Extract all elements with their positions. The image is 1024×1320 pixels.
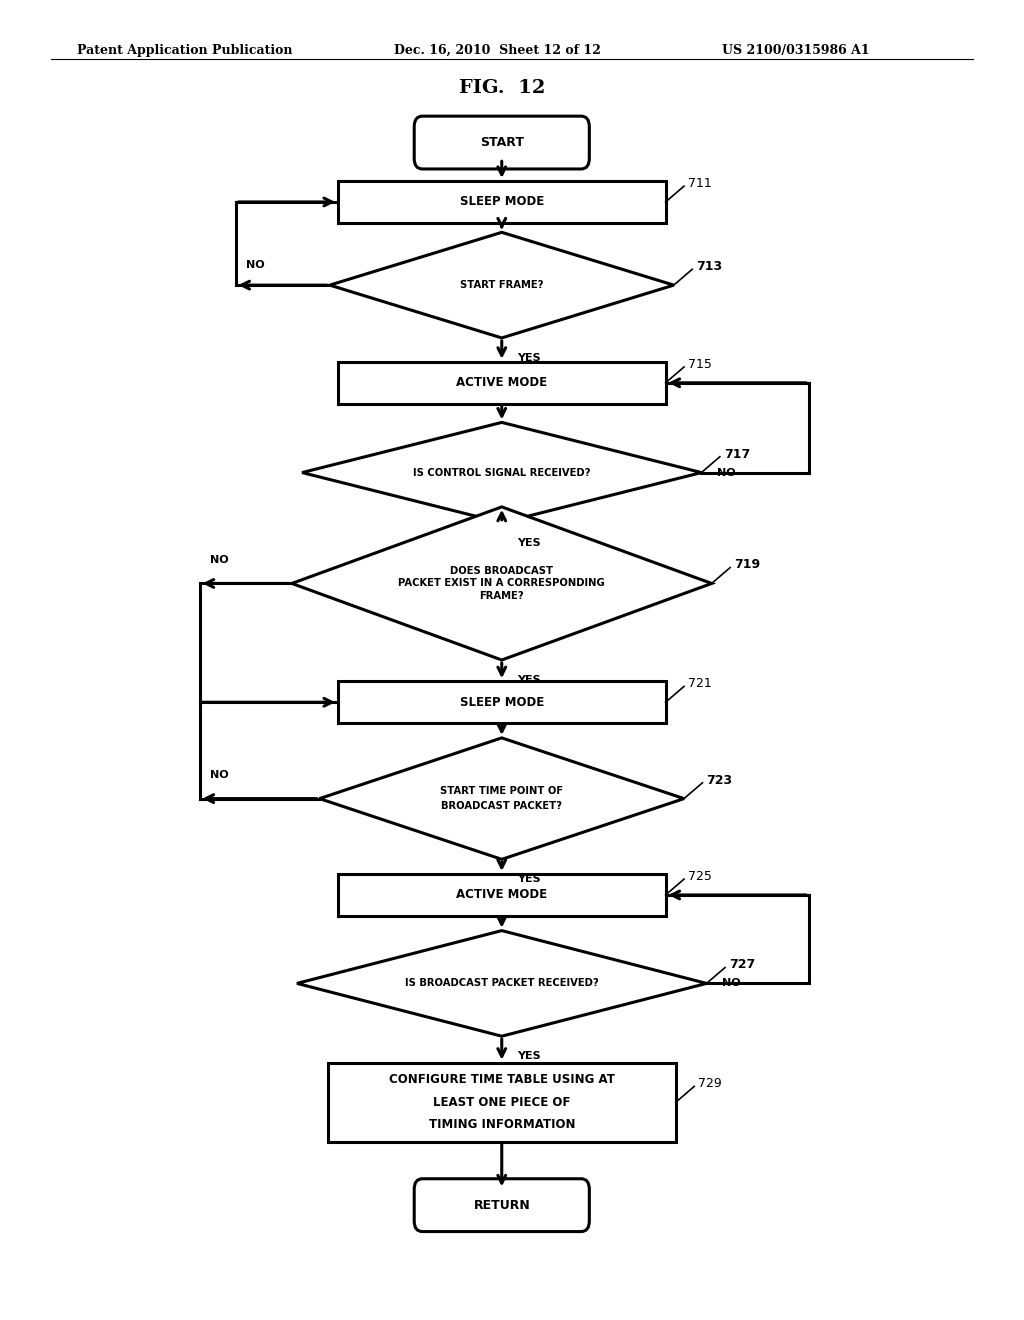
Text: 719: 719	[734, 558, 761, 572]
FancyBboxPatch shape	[414, 116, 589, 169]
Text: 725: 725	[688, 870, 712, 883]
Polygon shape	[330, 232, 674, 338]
Text: 727: 727	[729, 958, 756, 972]
Text: PACKET EXIST IN A CORRESPONDING: PACKET EXIST IN A CORRESPONDING	[398, 578, 605, 589]
Text: START FRAME?: START FRAME?	[460, 280, 544, 290]
Text: YES: YES	[517, 352, 541, 363]
Text: ACTIVE MODE: ACTIVE MODE	[457, 888, 547, 902]
Text: US 2100/0315986 A1: US 2100/0315986 A1	[722, 44, 869, 57]
Text: Patent Application Publication: Patent Application Publication	[77, 44, 292, 57]
Text: NO: NO	[210, 770, 228, 780]
Bar	[338, 681, 666, 723]
Text: FRAME?: FRAME?	[479, 591, 524, 601]
Text: 729: 729	[698, 1077, 722, 1090]
Polygon shape	[297, 931, 707, 1036]
Text: IS CONTROL SIGNAL RECEIVED?: IS CONTROL SIGNAL RECEIVED?	[413, 467, 591, 478]
Text: START TIME POINT OF: START TIME POINT OF	[440, 785, 563, 796]
Text: NO: NO	[246, 260, 264, 271]
Text: FIG.  12: FIG. 12	[459, 79, 545, 98]
Text: NO: NO	[210, 554, 228, 565]
Text: LEAST ONE PIECE OF: LEAST ONE PIECE OF	[433, 1096, 570, 1109]
Text: START: START	[480, 136, 523, 149]
Text: YES: YES	[517, 874, 541, 884]
FancyBboxPatch shape	[414, 1179, 589, 1232]
Text: 715: 715	[688, 358, 712, 371]
Polygon shape	[302, 422, 701, 523]
Text: IS BROADCAST PACKET RECEIVED?: IS BROADCAST PACKET RECEIVED?	[404, 978, 599, 989]
Text: 713: 713	[696, 260, 723, 273]
Text: SLEEP MODE: SLEEP MODE	[460, 195, 544, 209]
Text: YES: YES	[517, 1051, 541, 1061]
Text: ACTIVE MODE: ACTIVE MODE	[457, 376, 547, 389]
Text: TIMING INFORMATION: TIMING INFORMATION	[428, 1118, 575, 1131]
Text: RETURN: RETURN	[473, 1199, 530, 1212]
Text: YES: YES	[517, 537, 541, 548]
Text: YES: YES	[517, 675, 541, 685]
Bar	[338, 181, 666, 223]
Polygon shape	[292, 507, 712, 660]
Text: 711: 711	[688, 177, 712, 190]
Bar	[338, 362, 666, 404]
Text: SLEEP MODE: SLEEP MODE	[460, 696, 544, 709]
Bar	[328, 1063, 676, 1142]
Text: BROADCAST PACKET?: BROADCAST PACKET?	[441, 801, 562, 812]
Text: DOES BROADCAST: DOES BROADCAST	[451, 566, 553, 576]
Text: NO: NO	[717, 467, 735, 478]
Text: 723: 723	[707, 774, 733, 787]
Text: Dec. 16, 2010  Sheet 12 of 12: Dec. 16, 2010 Sheet 12 of 12	[394, 44, 601, 57]
Text: 721: 721	[688, 677, 712, 690]
Text: 717: 717	[724, 447, 751, 461]
Polygon shape	[319, 738, 684, 859]
Text: CONFIGURE TIME TABLE USING AT: CONFIGURE TIME TABLE USING AT	[389, 1073, 614, 1086]
Text: NO: NO	[722, 978, 740, 989]
Bar	[338, 874, 666, 916]
